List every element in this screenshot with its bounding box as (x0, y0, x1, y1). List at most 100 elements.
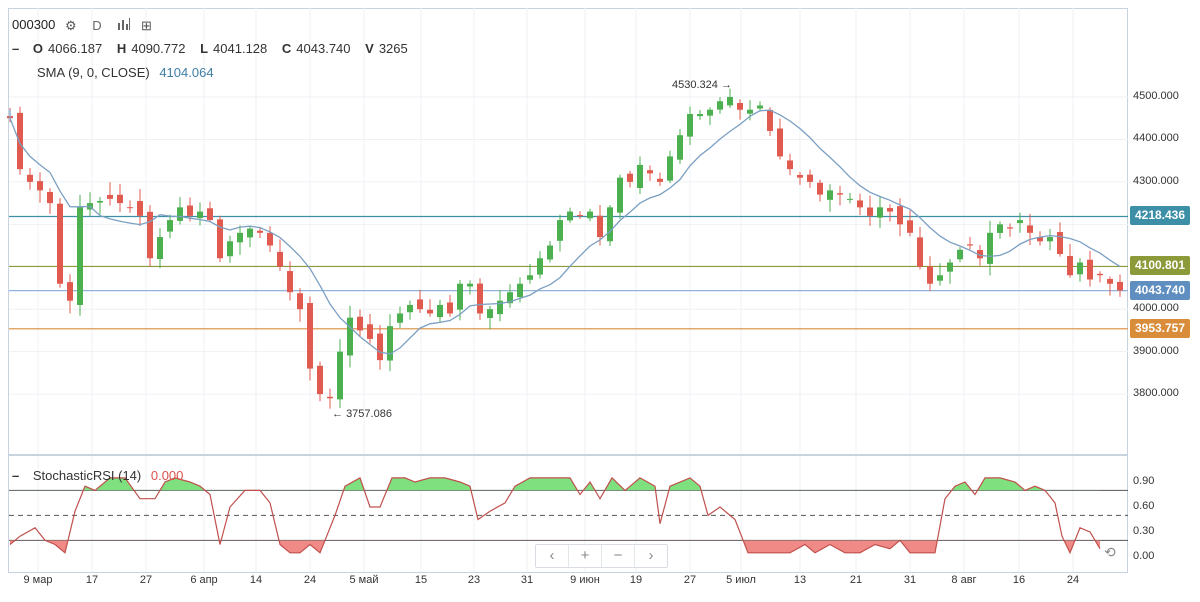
candle-body (367, 324, 373, 339)
candle-body (837, 193, 843, 195)
low-label: L (200, 41, 209, 56)
candle-body (827, 190, 833, 200)
volume-label: V (365, 41, 374, 56)
price-tick: 3900.000 (1133, 344, 1179, 357)
price-level-badge[interactable]: 3953.757 (1130, 318, 1190, 338)
candle-body (257, 230, 263, 233)
candle-body (397, 313, 403, 323)
candle-body (737, 102, 743, 110)
candle-body (497, 300, 503, 315)
candle-body (627, 173, 633, 182)
candle-body (487, 309, 493, 318)
zoom-in-button[interactable]: + (569, 545, 602, 567)
candle-body (637, 164, 643, 189)
candle-body (287, 271, 293, 293)
collapse-icon[interactable]: – (12, 41, 20, 56)
candle-body (577, 215, 583, 217)
candle-body (717, 101, 723, 110)
candle-body (967, 244, 973, 246)
high-annotation: 4530.324 → (672, 79, 732, 91)
candle-body (167, 220, 173, 232)
gear-icon[interactable]: ⚙ (65, 17, 77, 33)
time-tick: 27 (139, 574, 153, 586)
candle-body (427, 309, 433, 314)
candle-body (437, 304, 443, 318)
candle-body (727, 97, 733, 106)
candle-body (37, 181, 43, 191)
candle-body (707, 109, 713, 116)
candle-body (687, 113, 693, 137)
candle-body (617, 177, 623, 213)
candle-body (867, 207, 873, 216)
time-tick: 19 (629, 574, 643, 586)
candle-body (537, 258, 543, 275)
scroll-right-button[interactable]: › (648, 547, 654, 564)
candle-body (987, 232, 993, 264)
time-tick: 9 мар (23, 574, 53, 586)
candle-body (907, 220, 913, 233)
candle-body (267, 232, 273, 246)
price-tick: 4300.000 (1133, 174, 1179, 187)
candle-body (997, 224, 1003, 233)
candle-body (797, 174, 803, 178)
candle-body (447, 302, 453, 314)
candle-body (1007, 227, 1013, 229)
indicator-legend[interactable]: – StochasticRSI (14) 0.000 (12, 468, 183, 483)
sma-legend[interactable]: SMA (9, 0, CLOSE) 4104.064 (37, 65, 214, 80)
candle-body (277, 251, 283, 267)
oscillator-tick: 0.00 (1133, 550, 1155, 562)
scroll-left-button[interactable]: ‹ (536, 545, 569, 567)
time-tick: 31 (520, 574, 534, 586)
period-label[interactable]: D (92, 18, 102, 34)
indicator-label: StochasticRSI (14) (32, 468, 142, 483)
candle-body (147, 211, 153, 259)
price-level-badge[interactable]: 4100.801 (1130, 256, 1190, 276)
reset-view-icon[interactable]: ⟲ (1104, 544, 1116, 560)
candle-body (27, 174, 33, 182)
price-tick: 4000.000 (1133, 302, 1179, 315)
candle-body (767, 109, 773, 131)
candle-body (237, 232, 243, 243)
candle-body (107, 194, 113, 199)
candle-body (917, 237, 923, 267)
candle-body (337, 351, 343, 400)
sma-value: 4104.064 (159, 65, 214, 80)
time-tick: 5 июл (726, 574, 756, 586)
candle-body (1067, 256, 1073, 276)
time-tick: 24 (1066, 574, 1080, 586)
high-label: H (116, 41, 127, 56)
price-tick: 4400.000 (1133, 132, 1179, 145)
candle-body (1057, 232, 1063, 255)
candle-body (847, 198, 853, 200)
oversold-fill (10, 540, 1100, 553)
ticker-symbol[interactable]: 000300 (12, 17, 56, 32)
candle-body (927, 266, 933, 284)
candle-body (517, 283, 523, 298)
candle-body (677, 135, 683, 160)
candle-body (1027, 225, 1033, 233)
bar-chart-icon[interactable] (117, 18, 131, 33)
time-tick: 24 (303, 574, 317, 586)
high-value: 4090.772 (131, 41, 186, 56)
price-level-badge[interactable]: 4043.740 (1130, 280, 1190, 300)
candle-body (357, 316, 363, 331)
candle-body (137, 201, 143, 216)
candle-body (1087, 259, 1093, 280)
candle-body (1097, 273, 1103, 276)
candle-body (177, 207, 183, 221)
candle-body (607, 207, 613, 242)
candle-body (47, 191, 53, 204)
candle-body (17, 112, 23, 170)
candle-body (77, 207, 83, 305)
add-indicator-icon[interactable]: ⊞ (140, 17, 152, 33)
oscillator-tick: 0.90 (1133, 475, 1155, 488)
price-level-badge[interactable]: 4218.436 (1130, 206, 1190, 226)
time-tick: 6 апр (190, 574, 218, 586)
zoom-out-button[interactable]: − (602, 545, 635, 567)
time-tick: 17 (85, 574, 99, 586)
price-tick: 3800.000 (1133, 387, 1179, 400)
collapse-indicator-icon[interactable]: – (12, 468, 20, 483)
candle-body (657, 178, 663, 182)
